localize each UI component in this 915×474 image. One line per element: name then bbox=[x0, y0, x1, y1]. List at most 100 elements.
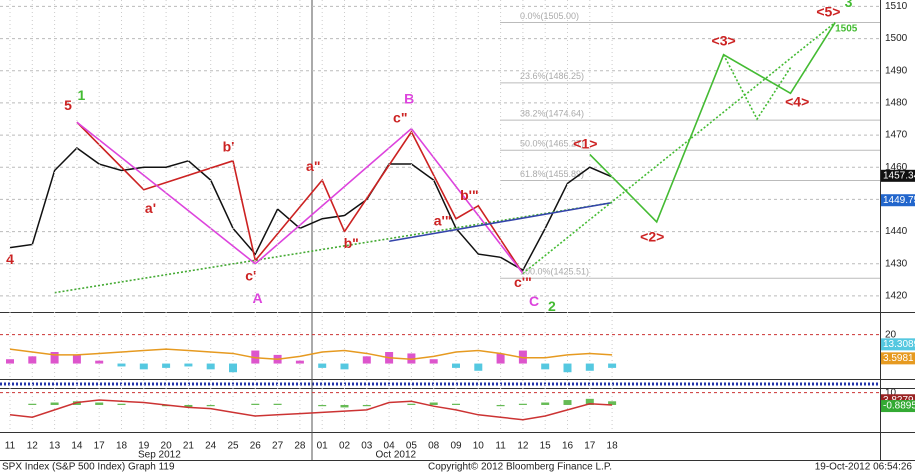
x-tick-label: 20 bbox=[161, 441, 173, 452]
last-value-label: 3.5981 bbox=[883, 353, 914, 364]
x-tick-label: 14 bbox=[71, 441, 83, 452]
wave-label: b' bbox=[223, 139, 235, 155]
x-tick-label: 03 bbox=[361, 441, 373, 452]
x-tick-label: 12 bbox=[517, 441, 529, 452]
x-tick-label: 08 bbox=[428, 441, 440, 452]
wave-label: c'" bbox=[514, 274, 532, 290]
x-tick-label: 17 bbox=[584, 441, 596, 452]
wave-label: <5> bbox=[816, 4, 840, 20]
y-tick-label: 1430 bbox=[885, 258, 908, 269]
histogram-bar bbox=[496, 353, 505, 364]
histogram-bar bbox=[229, 363, 237, 373]
histogram-bar bbox=[184, 404, 193, 408]
wave-line bbox=[388, 201, 613, 243]
last-value-box bbox=[881, 338, 915, 351]
histogram-bar bbox=[541, 363, 550, 370]
fib-label: 61.8%(1455.89) bbox=[520, 169, 584, 179]
wave-label: c" bbox=[393, 110, 407, 126]
y-tick-label: 1480 bbox=[885, 98, 908, 109]
y-tick-label: 1510 bbox=[885, 1, 908, 12]
y-tick-label: 1470 bbox=[885, 130, 908, 141]
histogram-bar bbox=[474, 363, 483, 371]
wave-label: 2 bbox=[548, 298, 556, 314]
x-tick-label: 24 bbox=[205, 441, 217, 452]
histogram-bar bbox=[273, 403, 282, 405]
histogram-bar bbox=[6, 359, 14, 364]
x-tick-label: 02 bbox=[339, 441, 351, 452]
histogram-bar bbox=[117, 363, 126, 367]
histogram-bar bbox=[452, 403, 460, 405]
fib-label: 50.0%(1465.27) bbox=[520, 139, 584, 149]
histogram-bar bbox=[50, 352, 59, 364]
histogram-bar bbox=[206, 404, 215, 407]
y-tick-label: 1420 bbox=[885, 291, 908, 302]
wave-line bbox=[722, 54, 792, 121]
histogram-bar bbox=[362, 404, 371, 407]
x-tick-label: 21 bbox=[183, 441, 195, 452]
indicator-line bbox=[9, 399, 613, 421]
y-tick-label: 1490 bbox=[885, 65, 908, 76]
x-tick-label: 25 bbox=[227, 441, 239, 452]
x-tick-label: 27 bbox=[272, 441, 284, 452]
last-value-label: 1449.75 bbox=[883, 195, 915, 206]
price-line bbox=[9, 146, 613, 272]
wave-label: <1> bbox=[573, 135, 597, 151]
histogram-bar bbox=[184, 363, 193, 367]
last-value-box bbox=[881, 400, 915, 413]
wave-label: A bbox=[252, 290, 262, 306]
wave-label: 1505 bbox=[835, 24, 858, 35]
fib-label: 0.0%(1505.00) bbox=[520, 11, 579, 21]
last-value-box bbox=[881, 352, 915, 365]
histogram-bar bbox=[95, 402, 104, 405]
x-tick-label: 05 bbox=[406, 441, 418, 452]
wave-label: b" bbox=[344, 235, 359, 251]
histogram-bar bbox=[518, 403, 527, 405]
histogram-bar bbox=[28, 356, 37, 364]
histogram-bar bbox=[28, 403, 37, 405]
histogram-bar bbox=[563, 400, 572, 405]
wave-label: C bbox=[529, 293, 539, 309]
fib-label: 23.6%(1486.25) bbox=[520, 71, 584, 81]
wave-label: 3 bbox=[845, 0, 853, 10]
wave-label: a" bbox=[306, 158, 320, 174]
histogram-bar bbox=[139, 363, 148, 370]
histogram-bar bbox=[407, 403, 416, 405]
x-tick-label: 26 bbox=[250, 441, 262, 452]
wave-label: B bbox=[404, 90, 414, 106]
fib-label: 38.2%(1474.64) bbox=[520, 109, 584, 119]
histogram-bar bbox=[318, 363, 327, 368]
histogram-bar bbox=[585, 398, 594, 405]
histogram-bar bbox=[585, 363, 594, 371]
wave-line bbox=[589, 22, 836, 224]
last-value-label: 13.3089 bbox=[883, 339, 915, 350]
x-tick-label: 15 bbox=[540, 441, 552, 452]
wave-label: 4 bbox=[6, 251, 14, 267]
histogram-bar bbox=[72, 354, 81, 364]
histogram-bar bbox=[295, 360, 304, 364]
histogram-bar bbox=[608, 363, 617, 368]
y-tick-label: 1500 bbox=[885, 33, 908, 44]
x-tick-label: 13 bbox=[49, 441, 61, 452]
wave-label: 1 bbox=[77, 87, 85, 103]
footer-center: Copyright© 2012 Bloomberg Finance L.P. bbox=[428, 462, 612, 473]
histogram-bar bbox=[162, 363, 171, 368]
last-value-label: -0.8895 bbox=[883, 401, 915, 412]
footer-left: SPX Index (S&P 500 Index) Graph 119 bbox=[2, 462, 175, 473]
wave-label: a'" bbox=[434, 213, 452, 229]
wave-label: a' bbox=[145, 200, 156, 216]
x-tick-label: 18 bbox=[607, 441, 619, 452]
x-tick-label: 10 bbox=[473, 441, 485, 452]
histogram-bar bbox=[206, 363, 215, 370]
x-tick-label: 19 bbox=[138, 441, 150, 452]
month-label: Sep 2012 bbox=[138, 450, 181, 461]
y-tick-label: 10 bbox=[885, 387, 897, 398]
month-label: Oct 2012 bbox=[375, 450, 416, 461]
x-tick-label: 11 bbox=[495, 441, 506, 452]
wave-label: <4> bbox=[785, 94, 809, 110]
x-tick-label: 09 bbox=[450, 441, 462, 452]
wave-label: b'" bbox=[460, 187, 479, 203]
wave-label: c' bbox=[245, 267, 256, 283]
histogram-bar bbox=[362, 356, 371, 364]
